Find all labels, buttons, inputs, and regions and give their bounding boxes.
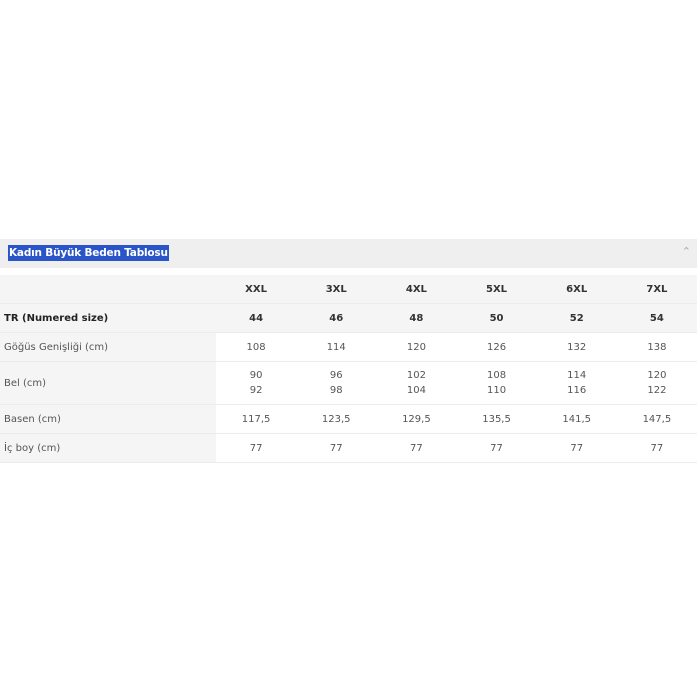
table-cell: 114 116 <box>536 361 617 405</box>
table-cell: 120 <box>376 332 457 362</box>
table-row: Göğüs Genişliği (cm) 108 114 120 126 132 138 <box>0 332 697 362</box>
column-header: 6XL <box>536 275 617 304</box>
cell-value: 122 <box>647 385 667 396</box>
table-cell: 77 <box>456 433 537 463</box>
cell-value: 120 <box>647 370 667 381</box>
accordion-header[interactable]: Kadın Büyük Beden Tablosu ⌃ <box>0 239 697 268</box>
cell-value: 104 <box>406 385 426 396</box>
table-cell: 77 <box>616 433 697 463</box>
header-empty-cell <box>0 275 216 304</box>
cell-value: 116 <box>567 385 587 396</box>
column-header: 7XL <box>616 275 697 304</box>
row-label: İç boy (cm) <box>0 433 216 463</box>
row-label: Bel (cm) <box>0 361 216 405</box>
table-row: TR (Numered size) 44 46 48 50 52 54 <box>0 303 697 333</box>
table-row: Basen (cm) 117,5 123,5 129,5 135,5 141,5 147,5 <box>0 404 697 434</box>
table-cell: 120 122 <box>616 361 697 405</box>
table-cell: 147,5 <box>616 404 697 434</box>
row-label: TR (Numered size) <box>0 303 216 333</box>
table-cell: 114 <box>296 332 377 362</box>
table-cell: 77 <box>296 433 377 463</box>
size-table: XXL 3XL 4XL 5XL 6XL 7XL TR (Numered size) 44 46 4… <box>0 275 697 463</box>
table-cell: 77 <box>376 433 457 463</box>
cell-value: 98 <box>329 385 343 396</box>
table-cell: 96 98 <box>296 361 377 405</box>
column-header: 5XL <box>456 275 537 304</box>
table-cell: 129,5 <box>376 404 457 434</box>
table-cell: 102 104 <box>376 361 457 405</box>
table-cell: 108 <box>216 332 297 362</box>
column-header: XXL <box>216 275 297 304</box>
table-cell: 141,5 <box>536 404 617 434</box>
table-cell: 77 <box>216 433 297 463</box>
chevron-up-icon[interactable]: ⌃ <box>681 245 691 258</box>
table-cell: 138 <box>616 332 697 362</box>
cell-value: 90 <box>249 370 263 381</box>
column-header: 3XL <box>296 275 377 304</box>
row-label: Basen (cm) <box>0 404 216 434</box>
row-label: Göğüs Genişliği (cm) <box>0 332 216 362</box>
table-cell: 123,5 <box>296 404 377 434</box>
table-header-row: XXL 3XL 4XL 5XL 6XL 7XL <box>0 275 697 304</box>
table-cell: 54 <box>616 303 697 333</box>
table-cell: 126 <box>456 332 537 362</box>
table-cell: 108 110 <box>456 361 537 405</box>
table-cell: 52 <box>536 303 617 333</box>
table-cell: 135,5 <box>456 404 537 434</box>
table-cell: 77 <box>536 433 617 463</box>
table-cell: 117,5 <box>216 404 297 434</box>
table-row: Bel (cm) 90 92 96 98 102 104 108 110 114 116 120 122 <box>0 361 697 405</box>
table-cell: 90 92 <box>216 361 297 405</box>
cell-value: 96 <box>329 370 343 381</box>
cell-value: 108 <box>487 370 507 381</box>
table-row: İç boy (cm) 77 77 77 77 77 77 <box>0 433 697 463</box>
table-cell: 44 <box>216 303 297 333</box>
table-cell: 50 <box>456 303 537 333</box>
size-chart-panel: Kadın Büyük Beden Tablosu ⌃ XXL 3XL 4XL 5XL… <box>0 239 697 463</box>
cell-value: 92 <box>249 385 263 396</box>
cell-value: 102 <box>406 370 426 381</box>
table-cell: 132 <box>536 332 617 362</box>
table-cell: 46 <box>296 303 377 333</box>
cell-value: 114 <box>567 370 587 381</box>
cell-value: 110 <box>487 385 507 396</box>
table-cell: 48 <box>376 303 457 333</box>
column-header: 4XL <box>376 275 457 304</box>
size-chart-title: Kadın Büyük Beden Tablosu <box>8 245 169 261</box>
